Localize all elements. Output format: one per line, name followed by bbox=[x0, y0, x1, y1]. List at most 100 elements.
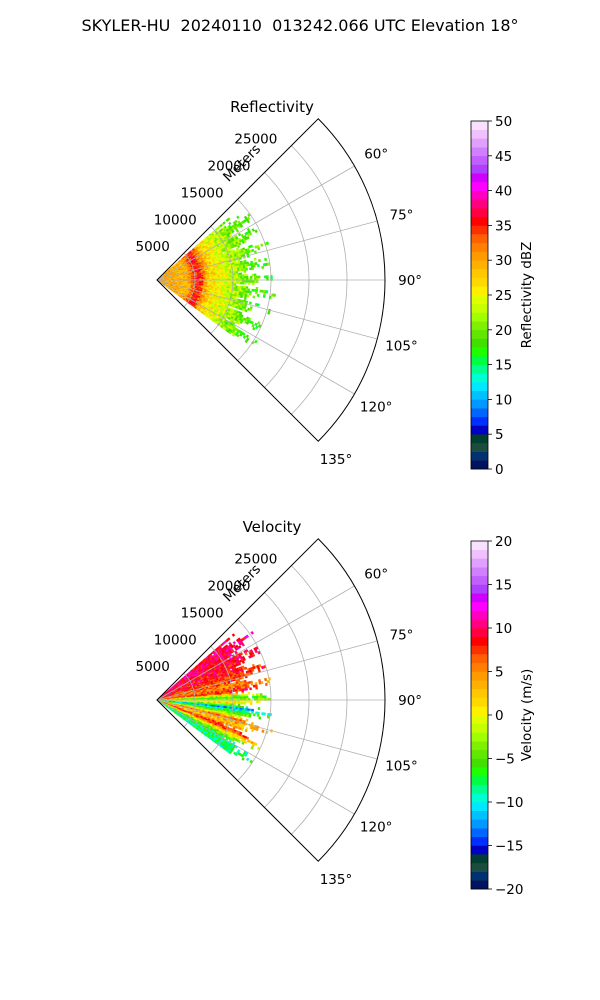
colorbar-step bbox=[471, 338, 488, 348]
radar-cell bbox=[251, 280, 255, 283]
colorbar-step bbox=[471, 321, 488, 331]
radar-cell bbox=[253, 257, 257, 261]
radar-cell bbox=[267, 311, 271, 315]
radar-cell bbox=[258, 275, 261, 279]
radar-cell bbox=[257, 321, 261, 325]
radar-cell bbox=[252, 326, 256, 331]
panel-title: Reflectivity bbox=[230, 98, 314, 116]
colorbar-tick-label: 0 bbox=[495, 462, 504, 478]
radar-cell bbox=[221, 280, 225, 282]
colorbar-tick-label: 20 bbox=[495, 323, 512, 339]
radar-cell bbox=[249, 308, 253, 312]
colorbar-step bbox=[471, 434, 488, 444]
radar-cell bbox=[251, 282, 255, 286]
radar-cell bbox=[253, 273, 257, 277]
radar-cell bbox=[239, 272, 243, 276]
colorbar-step bbox=[471, 216, 488, 226]
radar-data bbox=[156, 213, 276, 345]
colorbar-step bbox=[471, 260, 488, 270]
radar-cell bbox=[245, 286, 249, 289]
radar-cell bbox=[247, 282, 251, 285]
colorbar-step bbox=[471, 382, 488, 391]
angle-tick-label: 120° bbox=[360, 400, 393, 416]
radar-cell bbox=[241, 282, 245, 285]
colorbar-step bbox=[471, 312, 488, 322]
colorbar-step bbox=[471, 416, 488, 426]
radar-cell bbox=[243, 274, 247, 277]
colorbar-label: Reflectivity dBZ bbox=[519, 242, 535, 349]
colorbar-step bbox=[471, 425, 488, 435]
colorbar-tick-label: 25 bbox=[495, 288, 512, 304]
radar-cell bbox=[239, 282, 243, 285]
radar-cell bbox=[264, 257, 268, 262]
radar-cell bbox=[251, 273, 255, 277]
colorbar-step bbox=[471, 147, 488, 157]
colorbar-step bbox=[471, 199, 488, 209]
radar-cell bbox=[245, 267, 248, 271]
colorbar-step bbox=[471, 390, 488, 400]
radar-cell bbox=[245, 280, 249, 283]
radar-cell bbox=[221, 700, 225, 702]
radar-cell bbox=[258, 259, 262, 263]
radar-cell bbox=[223, 276, 227, 279]
radar-cell bbox=[266, 262, 270, 266]
radar-cell bbox=[254, 339, 258, 344]
radar-cell bbox=[255, 325, 259, 330]
colorbar-tick-label: 10 bbox=[495, 392, 512, 408]
radar-cell bbox=[233, 276, 237, 279]
radar-cell bbox=[213, 277, 217, 280]
radar-cell bbox=[236, 215, 240, 220]
colorbar-tick-label: 5 bbox=[495, 427, 504, 443]
radar-cell bbox=[256, 264, 260, 268]
angle-tick-label: 75° bbox=[389, 207, 413, 223]
radar-cell bbox=[225, 700, 229, 703]
angle-tick-label: 90° bbox=[398, 273, 422, 289]
radar-cell bbox=[254, 262, 258, 266]
colorbar-step bbox=[471, 138, 488, 148]
colorbar-step bbox=[471, 164, 488, 174]
radar-cell bbox=[256, 293, 260, 297]
radar-cell bbox=[245, 334, 250, 339]
colorbar-step bbox=[471, 173, 488, 183]
colorbar-tick-label: 50 bbox=[495, 114, 512, 130]
radar-cell bbox=[237, 272, 241, 276]
radar-cell bbox=[235, 280, 239, 283]
radar-cell bbox=[248, 301, 252, 305]
radar-cell bbox=[235, 276, 239, 279]
radar-cell bbox=[250, 275, 253, 279]
colorbar-step bbox=[471, 277, 488, 287]
radar-cell bbox=[233, 283, 237, 286]
radar-cell bbox=[245, 274, 249, 277]
angle-tick-label: 60° bbox=[364, 146, 388, 162]
radar-cell bbox=[242, 335, 247, 339]
colorbar-step bbox=[471, 190, 488, 200]
colorbar-step bbox=[471, 268, 488, 278]
colorbar-step bbox=[471, 242, 488, 252]
radar-cell bbox=[229, 276, 233, 279]
angle-tick-label: 135° bbox=[320, 452, 353, 468]
radar-cell bbox=[219, 277, 222, 280]
radar-cell bbox=[241, 280, 245, 283]
colorbar-step bbox=[471, 286, 488, 296]
azimuth-spoke bbox=[156, 279, 378, 340]
radar-cell bbox=[266, 275, 269, 279]
radar-cell bbox=[260, 243, 264, 247]
radial-tick-label: 5000 bbox=[136, 239, 170, 255]
radar-cell bbox=[261, 265, 265, 269]
colorbar-tick-label: 35 bbox=[495, 218, 512, 234]
radar-cell bbox=[225, 275, 229, 278]
radar-cell bbox=[223, 696, 227, 699]
colorbar-step bbox=[471, 234, 488, 244]
radar-cell bbox=[253, 280, 257, 283]
radar-cell bbox=[237, 233, 242, 237]
radar-cell bbox=[254, 322, 258, 327]
radar-cell bbox=[227, 276, 231, 279]
radar-cell bbox=[248, 292, 252, 296]
radar-cell bbox=[239, 274, 243, 277]
colorbar-tick-label: 40 bbox=[495, 184, 512, 200]
radar-cell bbox=[251, 228, 255, 232]
radar-cell bbox=[251, 267, 254, 271]
